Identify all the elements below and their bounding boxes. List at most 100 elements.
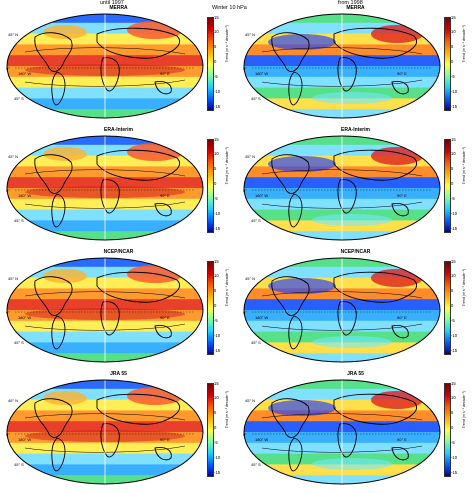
colorbar-ticks: 15 10 5 0 -5 -10 -15 [214, 381, 228, 477]
lon-label-90e: 90° E [160, 437, 170, 442]
panel-title: JRA 55 [347, 371, 364, 377]
lon-label-90e: 90° E [397, 71, 407, 76]
tick-m15: -15 [451, 104, 458, 109]
tick-0: 0 [214, 181, 217, 186]
tick-m10: -10 [451, 333, 458, 338]
panel-title: NCEP/NCAR [340, 249, 371, 255]
tick-m10: -10 [451, 89, 458, 94]
tick-m15: -15 [214, 470, 221, 475]
lat-label-45s: 45° S [14, 462, 24, 467]
tick-0: 0 [451, 425, 454, 430]
colorbar-label: Trend (m s⁻¹ decade⁻¹) [225, 25, 229, 63]
tick-10: 10 [451, 395, 456, 400]
lon-label-180w: 180° W [255, 71, 269, 76]
tick-m10: -10 [214, 211, 221, 216]
tick-5: 5 [451, 44, 454, 49]
panel-title: ERA-Interim [341, 127, 370, 133]
lat-label-eq: 0° [243, 188, 247, 193]
lon-label-90e: 90° E [160, 315, 170, 320]
trend-map [5, 378, 205, 486]
lon-label-180w: 180° W [255, 437, 269, 442]
lat-label-eq: 0° [243, 310, 247, 315]
panel-title: NCEP/NCAR [103, 249, 134, 255]
tick-m5: -5 [214, 318, 218, 323]
trend-map [242, 378, 442, 486]
colorbar-label: Trend (m s⁻¹ decade⁻¹) [462, 25, 466, 63]
tick-5: 5 [214, 166, 217, 171]
colorbar-label: Trend (m s⁻¹ decade⁻¹) [225, 147, 229, 185]
lat-label-45n: 45° N [8, 32, 19, 37]
tick-10: 10 [214, 29, 219, 34]
colorbar [444, 261, 451, 355]
map-panel-5: NCEP/NCAR 45° N 0° 45° S 180° W 90° E 15… [0, 249, 237, 371]
tick-5: 5 [214, 44, 217, 49]
trend-map [242, 256, 442, 364]
lat-label-45n: 45° N [245, 32, 256, 37]
lon-label-180w: 180° W [18, 437, 32, 442]
lat-label-eq: 0° [243, 66, 247, 71]
colorbar-ticks: 15 10 5 0 -5 -10 -15 [214, 137, 228, 233]
colorbar [444, 383, 451, 477]
lat-label-45s: 45° S [14, 218, 24, 223]
lon-label-180w: 180° W [255, 193, 269, 198]
tick-0: 0 [214, 303, 217, 308]
lon-label-90e: 90° E [397, 437, 407, 442]
colorbar-label: Trend (m s⁻¹ decade⁻¹) [462, 269, 466, 307]
lon-label-90e: 90° E [160, 193, 170, 198]
lat-label-45s: 45° S [251, 218, 261, 223]
tick-15: 15 [214, 15, 219, 20]
tick-m15: -15 [451, 226, 458, 231]
tick-10: 10 [451, 29, 456, 34]
tick-15: 15 [214, 137, 219, 142]
tick-m15: -15 [451, 348, 458, 353]
tick-m10: -10 [451, 211, 458, 216]
lat-label-45s: 45° S [251, 96, 261, 101]
map-panel-8: JRA 55 45° N 0° 45° S 180° W 90° E 15 10… [237, 371, 474, 493]
tick-0: 0 [214, 425, 217, 430]
tick-5: 5 [214, 288, 217, 293]
colorbar-ticks: 15 10 5 0 -5 -10 -15 [451, 137, 465, 233]
colorbar-label: Trend (m s⁻¹ decade⁻¹) [462, 147, 466, 185]
tick-10: 10 [451, 273, 456, 278]
tick-15: 15 [214, 381, 219, 386]
tick-0: 0 [451, 181, 454, 186]
colorbar [444, 17, 451, 111]
lon-label-90e: 90° E [397, 193, 407, 198]
lat-label-eq: 0° [6, 432, 10, 437]
tick-15: 15 [451, 381, 456, 386]
lat-label-45s: 45° S [14, 340, 24, 345]
colorbar-ticks: 15 10 5 0 -5 -10 -15 [451, 381, 465, 477]
header-right: from 1998 [338, 0, 363, 6]
tick-15: 15 [451, 137, 456, 142]
colorbar-ticks: 15 10 5 0 -5 -10 -15 [451, 15, 465, 111]
colorbar [207, 17, 214, 111]
map-panel-2: MERRA 45° N 0° 45° S 180° W 90° E 15 10 … [237, 5, 474, 127]
tick-5: 5 [451, 288, 454, 293]
tick-10: 10 [214, 273, 219, 278]
lat-label-eq: 0° [6, 310, 10, 315]
lat-label-45n: 45° N [8, 154, 19, 159]
lon-label-180w: 180° W [18, 193, 32, 198]
trend-map [242, 12, 442, 120]
colorbar-ticks: 15 10 5 0 -5 -10 -15 [451, 259, 465, 355]
lat-label-eq: 0° [6, 188, 10, 193]
colorbar [207, 261, 214, 355]
tick-5: 5 [451, 166, 454, 171]
tick-10: 10 [451, 151, 456, 156]
tick-0: 0 [451, 303, 454, 308]
tick-m15: -15 [214, 104, 221, 109]
tick-m5: -5 [451, 440, 455, 445]
tick-m15: -15 [214, 348, 221, 353]
lat-label-45s: 45° S [14, 96, 24, 101]
colorbar-label: Trend (m s⁻¹ decade⁻¹) [462, 391, 466, 429]
trend-map [5, 12, 205, 120]
tick-m10: -10 [214, 333, 221, 338]
lat-label-45s: 45° S [251, 462, 261, 467]
header-left: until 1997 [100, 0, 124, 6]
tick-m5: -5 [214, 74, 218, 79]
tick-0: 0 [214, 59, 217, 64]
colorbar-ticks: 15 10 5 0 -5 -10 -15 [214, 15, 228, 111]
colorbar [207, 383, 214, 477]
lon-label-180w: 180° W [18, 71, 32, 76]
lat-label-45n: 45° N [245, 398, 256, 403]
